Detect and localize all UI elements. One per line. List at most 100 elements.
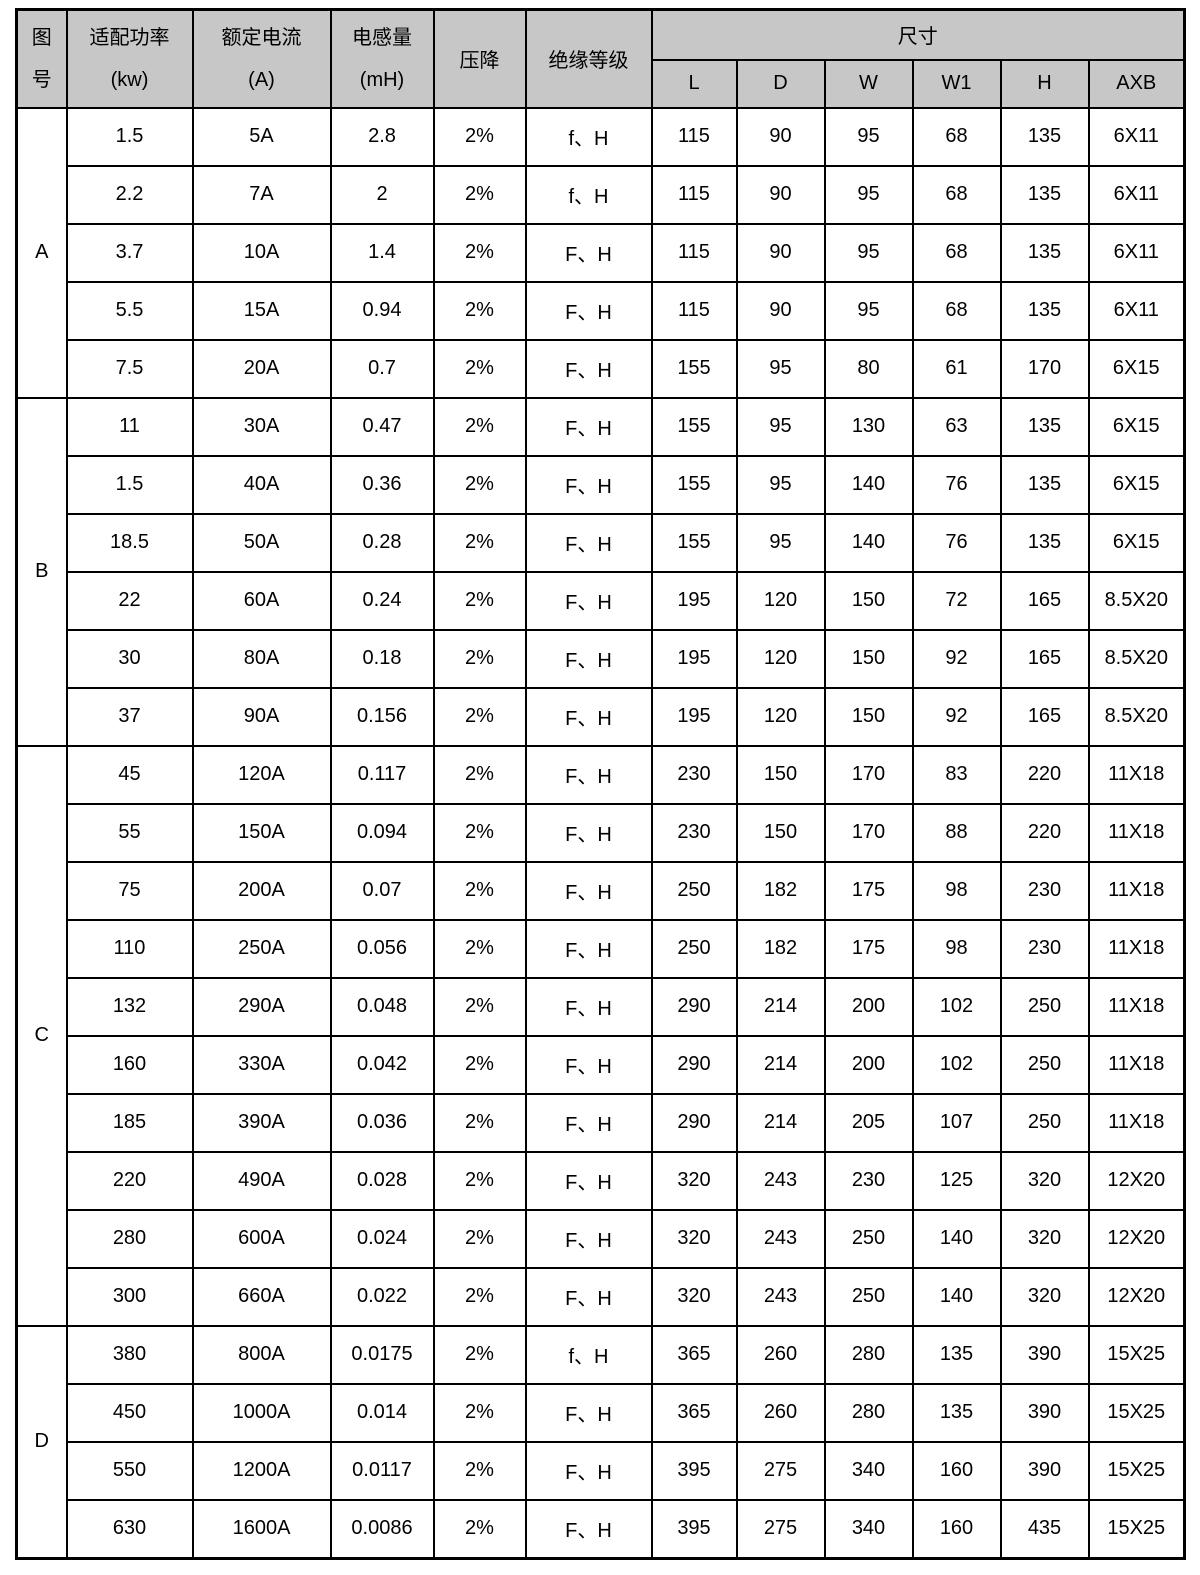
table-row: A 1.5 5A 2.8 2% f、H 115 90 95 68 135 6X11 [15, 106, 1186, 399]
table-cell: 20A [191, 338, 332, 399]
table-cell: 390 [999, 1324, 1090, 1385]
table-cell: 390 [999, 1440, 1090, 1501]
table-cell: 2% [432, 1498, 527, 1559]
table-cell: 80 [823, 338, 914, 399]
table-cell: 365 [650, 1382, 738, 1443]
table-cell: 250A [191, 918, 332, 979]
table-cell: 2% [432, 570, 527, 631]
table-cell: 2% [432, 1324, 527, 1385]
table-cell: 250 [999, 1092, 1090, 1153]
table-cell: 260 [735, 1324, 826, 1385]
table-cell: 95 [735, 454, 826, 515]
table-cell: 380 [65, 1324, 194, 1385]
table-cell: F、H [524, 1266, 653, 1327]
table-cell: 95 [823, 222, 914, 283]
table-cell: 200 [823, 1034, 914, 1095]
table-cell: 1.5 [65, 106, 194, 167]
table-row: 2.2 7A 2 2% f、H 115 90 95 68 135 6X11 [17, 164, 1186, 225]
table-cell: 435 [999, 1498, 1090, 1559]
table-cell: 140 [823, 512, 914, 573]
table-cell: 320 [999, 1150, 1090, 1211]
table-header: 图 号 适配功率 (kw) 额定电流 (A) [15, 8, 1186, 109]
table-cell: 102 [911, 1034, 1002, 1095]
table-cell: F、H [524, 280, 653, 341]
table-cell: 6X11 [1087, 106, 1186, 167]
table-cell: 243 [735, 1266, 826, 1327]
table-cell: 390 [999, 1382, 1090, 1443]
table-cell: 5.5 [65, 280, 194, 341]
table-cell: 155 [650, 338, 738, 399]
table-cell: F、H [524, 744, 653, 805]
table-cell: 395 [650, 1440, 738, 1501]
table-cell: 95 [823, 106, 914, 167]
table-cell: 110 [65, 918, 194, 979]
table-cell: 200 [823, 976, 914, 1037]
table-cell: 150 [823, 570, 914, 631]
table-cell: F、H [524, 976, 653, 1037]
table-cell: 115 [650, 222, 738, 283]
table-cell: 120 [735, 686, 826, 747]
table-cell: 0.28 [329, 512, 435, 573]
table-cell: 2% [432, 918, 527, 979]
header-dim-W1: W1 [911, 58, 1002, 109]
table-cell: 160 [911, 1440, 1002, 1501]
table-row: D 380 800A 0.0175 2% f、H 365 260 280 135 390 15X25 [15, 1324, 1186, 1559]
table-cell: 11X18 [1087, 976, 1186, 1037]
table-cell: F、H [524, 338, 653, 399]
table-cell: 0.048 [329, 976, 435, 1037]
table-row: 1.5 40A 0.36 2% F、H 155 95 140 76 135 6X15 [17, 454, 1186, 515]
table-cell: 165 [999, 628, 1090, 689]
table-cell: 6X15 [1087, 454, 1186, 515]
table-cell: 75 [65, 860, 194, 921]
table-cell: 450 [65, 1382, 194, 1443]
header-dim-H: H [999, 58, 1090, 109]
header-current-line2: (A) [248, 68, 275, 91]
table-cell: 365 [650, 1324, 738, 1385]
table-row: 37 90A 0.156 2% F、H 195 120 150 92 165 8.5X20 [17, 686, 1186, 747]
table-cell: 0.0117 [329, 1440, 435, 1501]
table-cell: 76 [911, 454, 1002, 515]
table-cell: 22 [65, 570, 194, 631]
table-cell: 155 [650, 396, 738, 457]
table-cell: 120 [735, 570, 826, 631]
figure-group-label: D [15, 1324, 68, 1559]
table-row: 280 600A 0.024 2% F、H 320 243 250 140 320 12X20 [17, 1208, 1186, 1269]
table-cell: 10A [191, 222, 332, 283]
table-cell: 185 [65, 1092, 194, 1153]
table-cell: 6X15 [1087, 338, 1186, 399]
table-cell: 250 [823, 1208, 914, 1269]
table-cell: 2% [432, 1034, 527, 1095]
table-cell: 15X25 [1087, 1324, 1186, 1385]
table-cell: 8.5X20 [1087, 570, 1186, 631]
table-cell: 200A [191, 860, 332, 921]
table-cell: 68 [911, 164, 1002, 225]
table-cell: 175 [823, 918, 914, 979]
table-cell: 150 [823, 686, 914, 747]
table-cell: 195 [650, 686, 738, 747]
table-cell: F、H [524, 1440, 653, 1501]
table-cell: 11X18 [1087, 1092, 1186, 1153]
table-cell: 170 [823, 744, 914, 805]
table-cell: 0.028 [329, 1150, 435, 1211]
table-cell: 275 [735, 1498, 826, 1559]
table-cell: 15X25 [1087, 1382, 1186, 1443]
header-current-line1: 额定电流 [221, 26, 302, 49]
table-cell: 3.7 [65, 222, 194, 283]
table-row: C 45 120A 0.117 2% F、H 230 150 170 83 220 11X18 [15, 744, 1186, 1327]
table-cell: 7A [191, 164, 332, 225]
table-cell: 72 [911, 570, 1002, 631]
table-cell: 230 [999, 918, 1090, 979]
table-cell: 0.0086 [329, 1498, 435, 1559]
table-cell: 250 [999, 976, 1090, 1037]
table-row: 18.5 50A 0.28 2% F、H 155 95 140 76 135 6X15 [17, 512, 1186, 573]
table-cell: 340 [823, 1498, 914, 1559]
table-cell: 11X18 [1087, 744, 1186, 805]
table-cell: 90 [735, 164, 826, 225]
table-cell: 2% [432, 454, 527, 515]
table-cell: 90A [191, 686, 332, 747]
table-cell: 135 [999, 396, 1090, 457]
table-cell: 55 [65, 802, 194, 863]
table-cell: 0.0175 [329, 1324, 435, 1385]
table-cell: 8.5X20 [1087, 628, 1186, 689]
table-cell: 0.094 [329, 802, 435, 863]
